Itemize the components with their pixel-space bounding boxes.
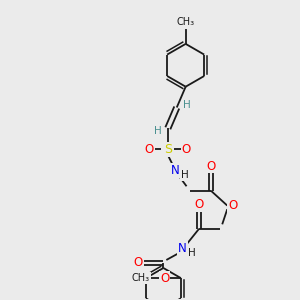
Text: S: S: [164, 142, 172, 156]
Text: O: O: [206, 160, 216, 172]
Text: H: H: [154, 126, 161, 136]
Text: O: O: [145, 142, 154, 156]
Text: CH₃: CH₃: [177, 17, 195, 28]
Text: O: O: [194, 198, 204, 211]
Text: H: H: [183, 100, 191, 110]
Text: CH₃: CH₃: [132, 273, 150, 283]
Text: N: N: [171, 164, 180, 177]
Text: O: O: [182, 142, 191, 156]
Text: H: H: [181, 170, 189, 180]
Text: O: O: [228, 199, 237, 212]
Text: N: N: [178, 242, 187, 255]
Text: O: O: [134, 256, 143, 269]
Text: H: H: [188, 248, 196, 258]
Text: O: O: [160, 272, 169, 285]
